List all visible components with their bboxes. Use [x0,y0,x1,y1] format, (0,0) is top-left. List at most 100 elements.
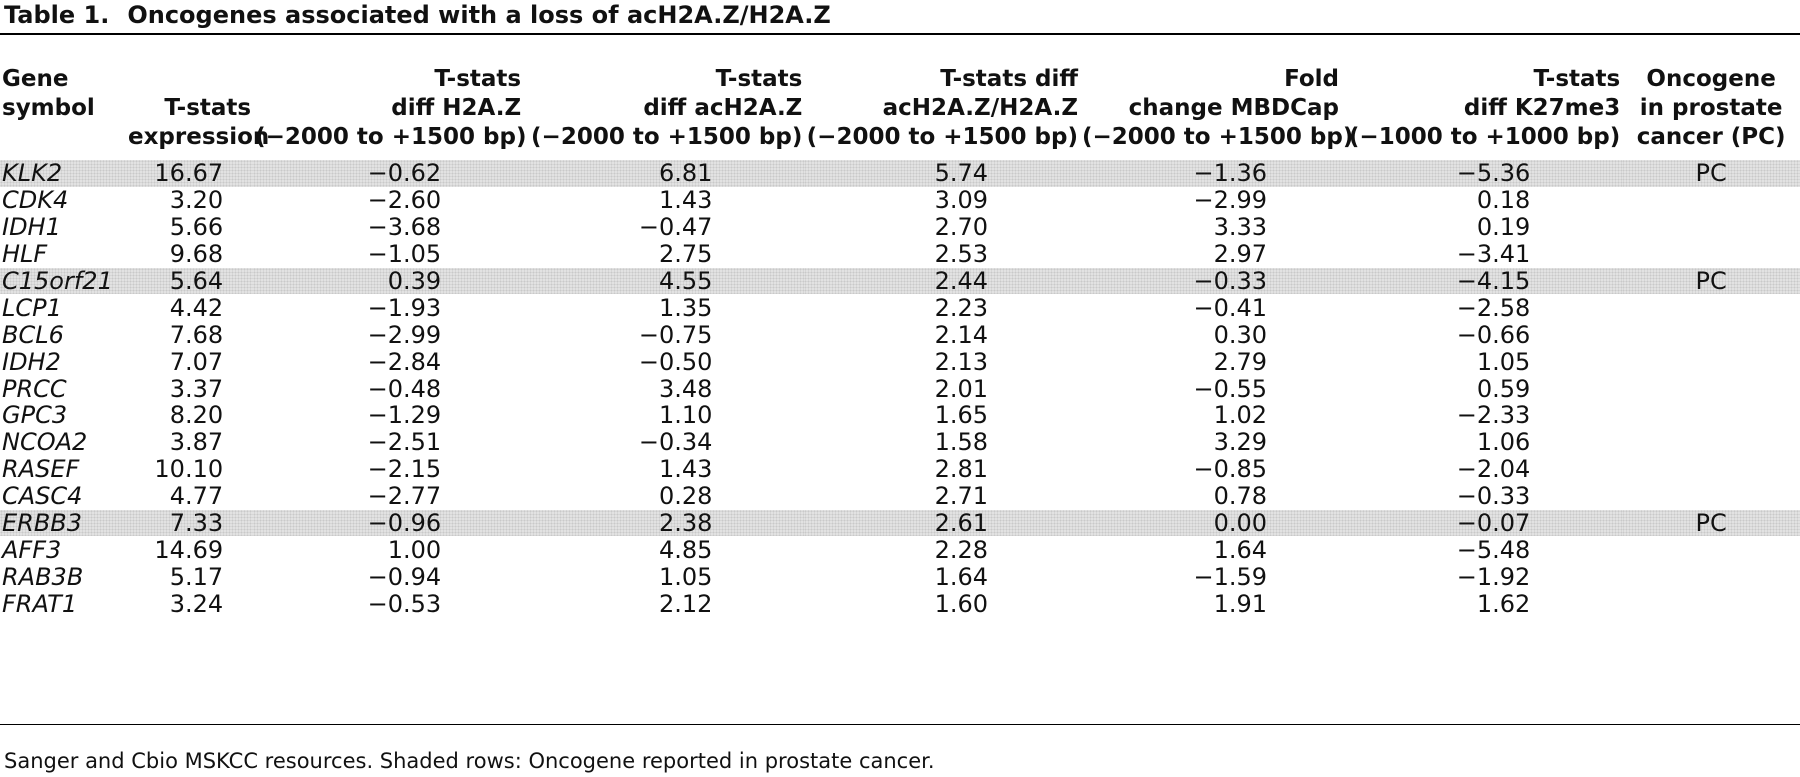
column-header-line: diff K27me3 [1463,95,1621,121]
cell-k27: −2.58 [1456,293,1531,322]
cell-h2az: −2.84 [367,347,442,376]
cell-diff: 2.44 [804,267,1080,295]
cell-diff: 2.53 [934,240,988,269]
column-header-line: diff acH2A.Z [643,95,803,121]
cell-mbd: 1.91 [1213,589,1267,618]
table-row: CDK4 3.20 −2.60 1.43 3.09 −2.99 0.18 [0,187,1800,214]
table-caption: Table 1. Oncogenes associated with a loss… [4,0,831,30]
column-header-h2az: T-stats diff H2A.Z (−2000 to +1500 bp) [253,46,526,160]
table-row: LCP1 4.42 −1.93 1.35 2.23 −0.41 −2.58 [0,294,1800,321]
cell-ac: 2.75 [658,240,713,269]
cell-ac: 4.55 [523,267,805,295]
cell-h2az: −2.60 [367,186,442,215]
table-row: HLF 9.68 −1.05 2.75 2.53 2.97 −3.41 [0,241,1800,268]
cell-mbd: 2.79 [1213,347,1267,376]
table-row: FRAT1 3.24 −0.53 2.12 1.60 1.91 1.62 [0,590,1800,617]
cell-expr: 10.10 [154,455,224,484]
cell-h2az: −2.51 [367,428,442,457]
cell-pc [1622,429,1800,456]
cell-k27: 1.05 [1476,347,1531,376]
cell-gene: ERBB3 [0,509,126,537]
cell-gene: HLF [2,240,48,269]
cell-k27: −2.04 [1456,455,1531,484]
cell-h2az: −0.96 [253,509,524,537]
column-header-line: T-stats [1533,66,1621,92]
table-footnote: Sanger and Cbio MSKCC resources. Shaded … [4,749,935,773]
cell-ac: 4.85 [658,535,713,564]
cell-h2az: −3.68 [367,213,442,242]
cell-ac: 1.43 [658,455,713,484]
oncogene-table: Gene symbol T-stats expression T-stats diff … [0,46,1800,617]
cell-ac: 3.48 [658,374,713,403]
column-header-line: acH2A.Z/H2A.Z [882,95,1078,121]
cell-k27: 0.19 [1476,213,1531,242]
cell-diff: 2.81 [934,455,988,484]
cell-pc [1622,187,1800,214]
cell-k27: −4.15 [1341,267,1623,295]
cell-gene: KLK2 [0,160,126,187]
table-row: CASC4 4.77 −2.77 0.28 2.71 0.78 −0.33 [0,483,1800,510]
cell-h2az: −1.05 [367,240,442,269]
cell-pc [1622,348,1800,375]
cell-expr: 16.67 [126,160,254,187]
cell-expr: 3.24 [169,589,224,618]
table-row: RAB3B 5.17 −0.94 1.05 1.64 −1.59 −1.92 [0,563,1800,590]
column-header-line: expression [128,124,270,150]
cell-diff: 2.23 [934,293,988,322]
column-header-line: (−2000 to +1500 bp) [531,124,803,150]
cell-k27: −5.48 [1456,535,1531,564]
cell-h2az: −2.99 [367,320,442,349]
cell-h2az: −0.62 [253,160,524,187]
table-body: KLK2 16.67 −0.62 6.81 5.74 −1.36 −5.36 PC CDK4 3.… [0,160,1800,617]
cell-diff: 1.58 [934,428,988,457]
cell-gene: BCL6 [2,320,64,349]
cell-diff: 2.70 [934,213,988,242]
column-header-line: (−2000 to +1500 bp) [806,124,1078,150]
cell-expr: 8.20 [169,401,224,430]
cell-mbd: −2.99 [1193,186,1267,215]
cell-k27: 1.06 [1476,428,1531,457]
cell-mbd: 1.64 [1213,535,1267,564]
column-header-line: Oncogene [1646,66,1776,92]
table-row: AFF3 14.69 1.00 4.85 2.28 1.64 −5.48 [0,536,1800,563]
table-row: NCOA2 3.87 −2.51 −0.34 1.58 3.29 1.06 [0,429,1800,456]
cell-k27: −0.33 [1456,482,1531,511]
table-row: KLK2 16.67 −0.62 6.81 5.74 −1.36 −5.36 PC [0,160,1800,187]
cell-h2az: −2.77 [367,482,442,511]
cell-gene: AFF3 [2,535,62,564]
cell-mbd: 3.29 [1213,428,1267,457]
column-header-line: T-stats [164,95,252,121]
cell-expr: 3.20 [169,186,224,215]
cell-h2az: −1.93 [367,293,442,322]
cell-gene: PRCC [2,374,67,403]
cell-mbd: 3.33 [1213,213,1267,242]
cell-gene: C15orf21 [0,267,126,295]
column-header-expr: T-stats expression [126,46,270,160]
column-header-pc: Oncogene in prostate cancer (PC) [1622,46,1800,160]
cell-mbd: −0.33 [1080,267,1341,295]
cell-expr: 9.68 [169,240,224,269]
cell-diff: 3.09 [934,186,988,215]
cell-expr: 5.66 [169,213,224,242]
column-header-line: change MBDCap [1128,95,1339,121]
cell-expr: 14.69 [154,535,224,564]
column-header-line: T-stats [434,66,522,92]
table-row: C15orf21 5.64 0.39 4.55 2.44 −0.33 −4.15 PC [0,267,1800,295]
cell-diff: 1.65 [934,401,988,430]
cell-ac: −0.75 [638,320,713,349]
cell-mbd: 0.30 [1213,320,1267,349]
cell-pc: PC [1622,267,1800,295]
cell-expr: 7.68 [169,320,224,349]
table-row: BCL6 7.68 −2.99 −0.75 2.14 0.30 −0.66 [0,321,1800,348]
cell-k27: −1.92 [1456,562,1531,591]
cell-diff: 1.64 [934,562,988,591]
cell-diff: 5.74 [804,160,1080,187]
cell-h2az: −1.29 [367,401,442,430]
cell-mbd: 2.97 [1213,240,1267,269]
column-header-ac: T-stats diff acH2A.Z (−2000 to +1500 bp) [523,46,804,160]
cell-pc [1622,402,1800,429]
table-row: GPC3 8.20 −1.29 1.10 1.65 1.02 −2.33 [0,402,1800,429]
column-header-line: T-stats diff [940,66,1078,92]
cell-k27: −5.36 [1341,160,1623,187]
column-header-gene: Gene symbol [0,46,126,160]
